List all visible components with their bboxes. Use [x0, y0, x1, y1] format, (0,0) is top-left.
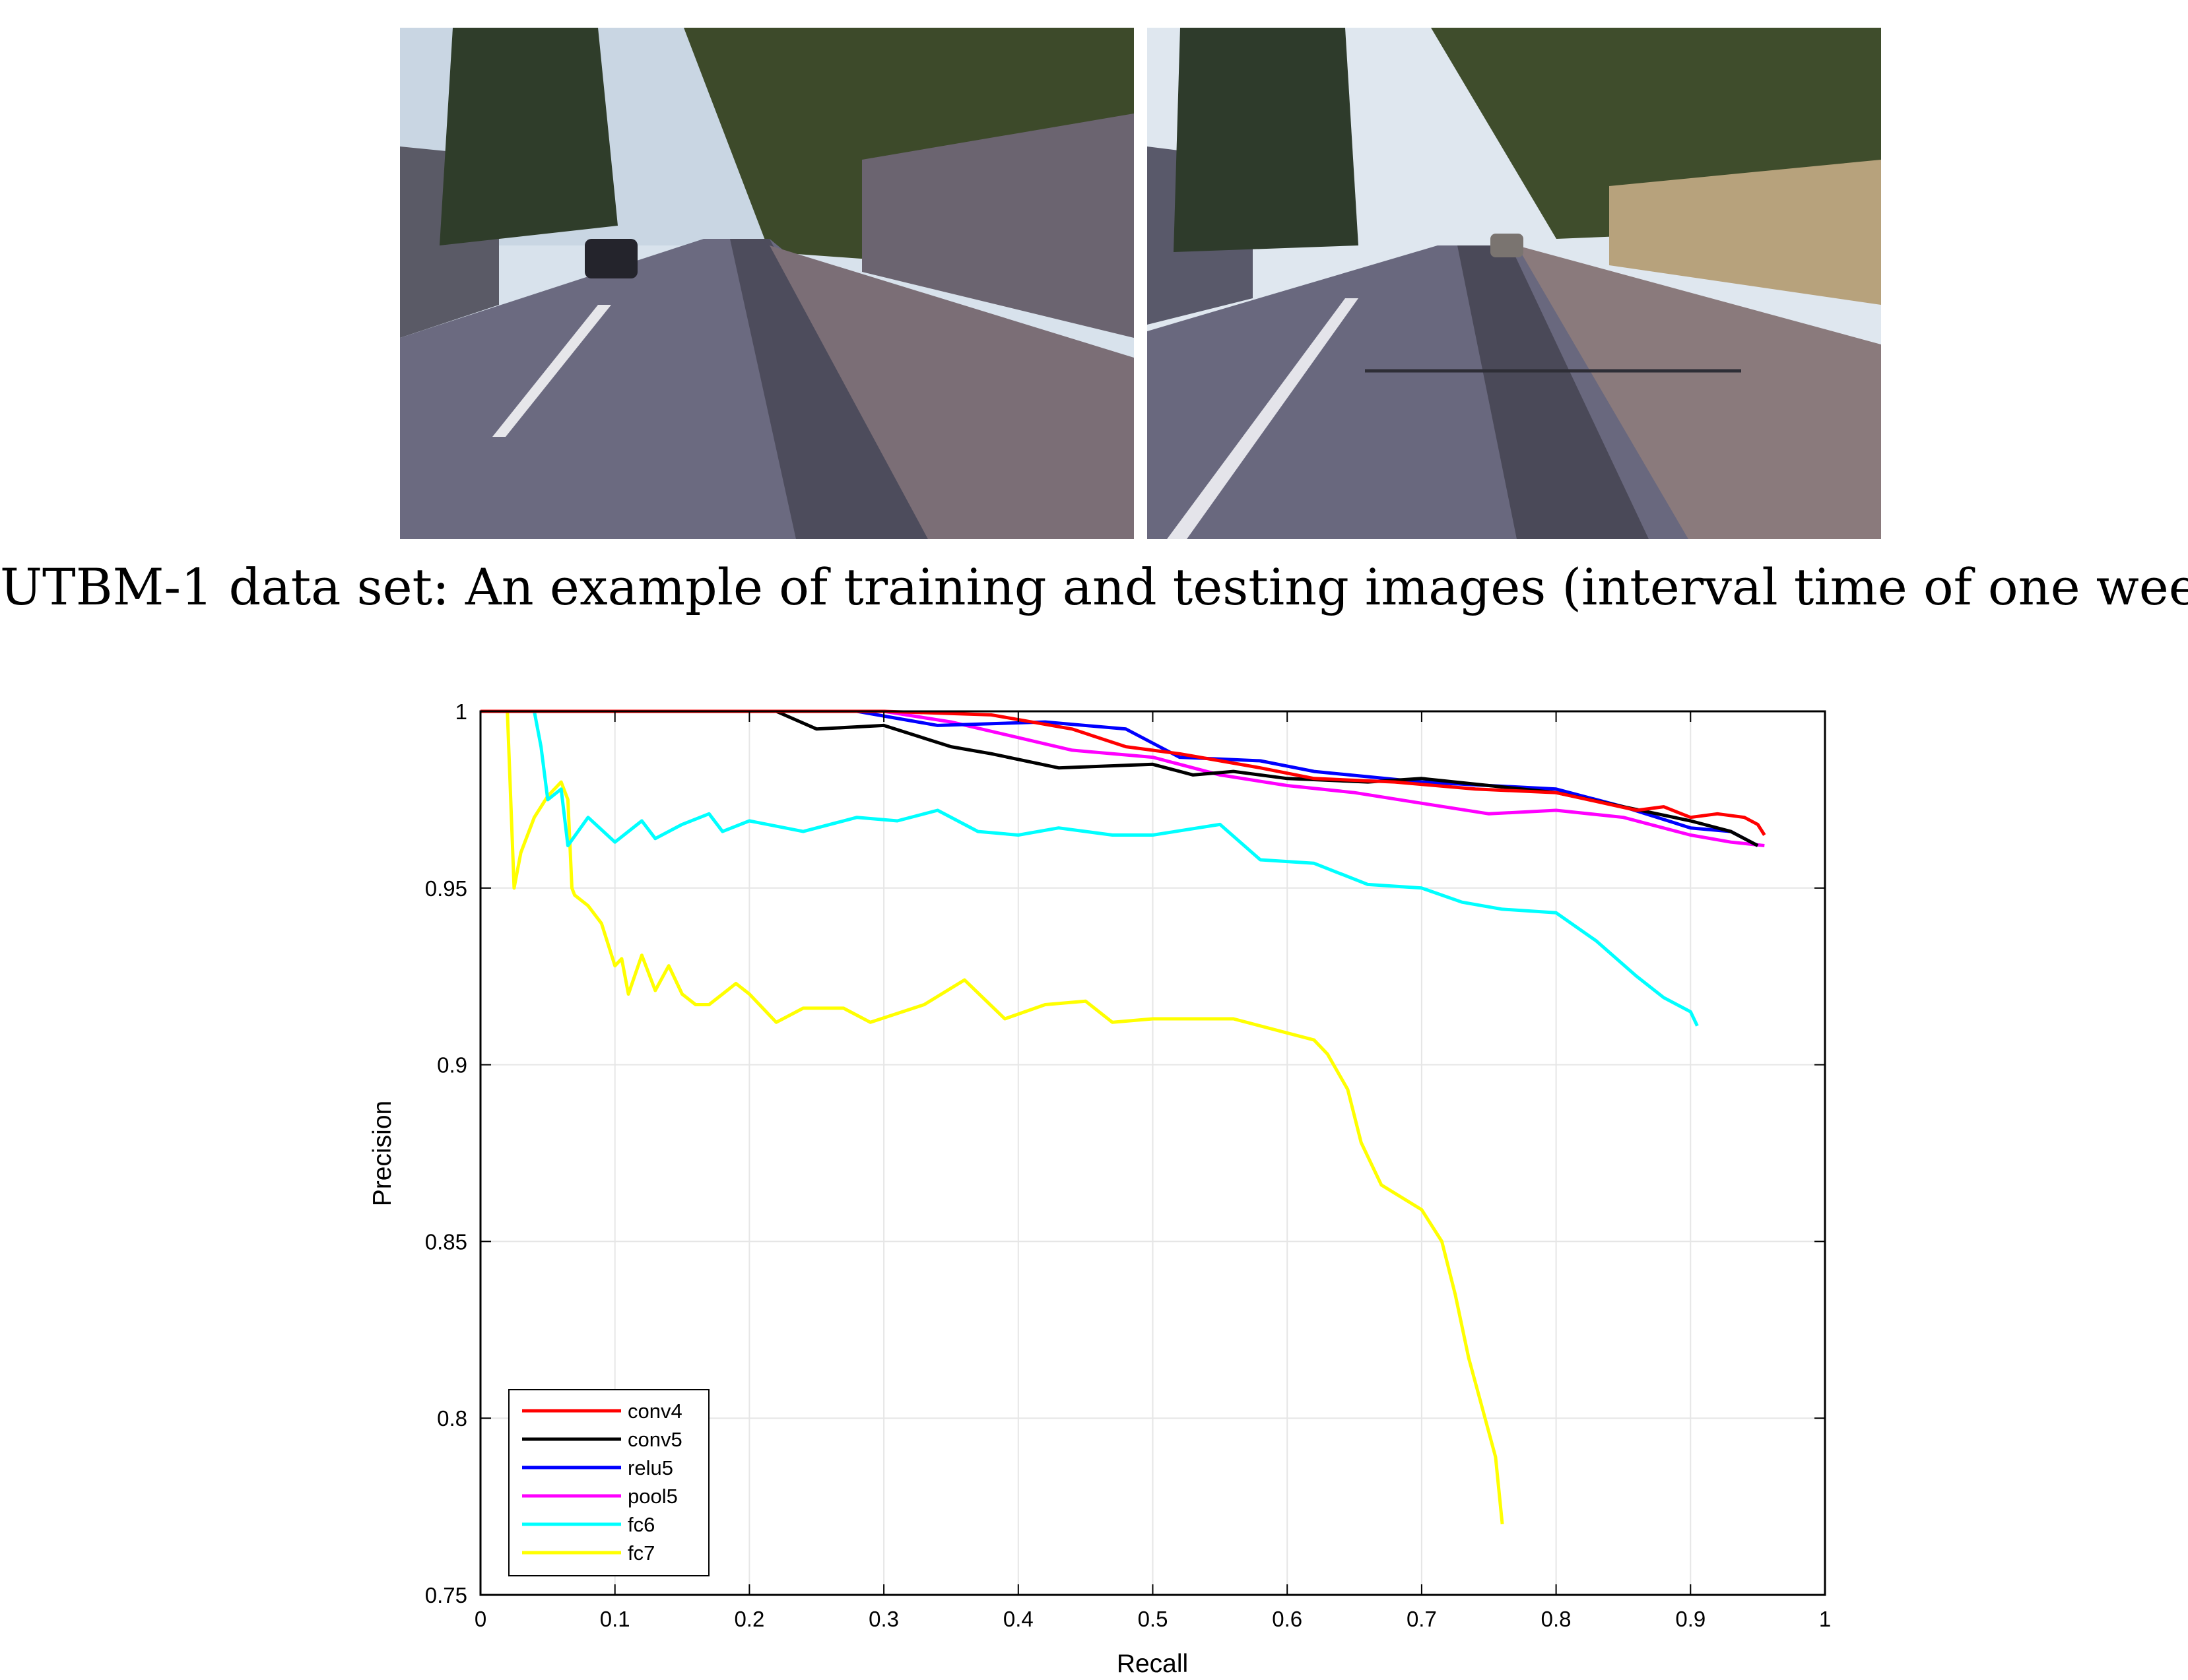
- y-tick-label: 0.85: [425, 1229, 467, 1254]
- axis-ticks: 0 0.1 0.2 0.3 0.4 0.5 0.6 0.7 0.8 0.9 1 0.75 0.8 0.85…: [425, 699, 1831, 1631]
- y-tick-label: 0.95: [425, 876, 467, 901]
- x-tick-label: 0.4: [1003, 1607, 1034, 1631]
- series-line-pool5: [481, 709, 1765, 847]
- legend: conv4 conv5 relu5 pool5 fc6 fc7: [508, 1389, 710, 1576]
- legend-label-conv4: conv4: [628, 1400, 682, 1423]
- legend-label-pool5: pool5: [628, 1485, 678, 1508]
- series-line-conv4: [481, 709, 1766, 836]
- series-line-relu5: [481, 709, 1759, 847]
- x-tick-label: 0.5: [1138, 1607, 1168, 1631]
- x-tick-label: 0.3: [869, 1607, 899, 1631]
- y-tick-label: 1: [455, 699, 467, 724]
- x-tick-label: 0.2: [734, 1607, 764, 1631]
- x-tick-label: 0.8: [1541, 1607, 1572, 1631]
- x-axis-label: Recall: [1117, 1650, 1188, 1678]
- series-line-fc6: [481, 709, 1699, 1027]
- y-tick-label: 0.75: [425, 1583, 467, 1607]
- x-tick-label: 0.9: [1675, 1607, 1706, 1631]
- series-line-fc7: [481, 709, 1504, 1525]
- series-lines: [481, 709, 1766, 1525]
- legend-label-fc6: fc6: [628, 1513, 655, 1536]
- y-tick-label: 0.9: [437, 1053, 467, 1078]
- y-axis-label: Precision: [368, 1101, 397, 1206]
- legend-label-fc7: fc7: [628, 1541, 655, 1565]
- legend-box: [508, 1389, 710, 1576]
- testing-image: [1147, 28, 1881, 539]
- x-tick-label: 0.6: [1272, 1607, 1302, 1631]
- y-tick-label: 0.8: [437, 1406, 467, 1431]
- x-tick-label: 0.7: [1407, 1607, 1437, 1631]
- x-tick-label: 0.1: [600, 1607, 630, 1631]
- figure-caption: UTBM-1 data set: An example of training …: [0, 558, 2188, 616]
- legend-label-relu5: relu5: [628, 1456, 673, 1479]
- x-tick-label: 0: [475, 1607, 486, 1631]
- grid-lines: [481, 711, 1825, 1595]
- training-image: [400, 28, 1134, 539]
- legend-label-conv5: conv5: [628, 1428, 682, 1451]
- x-tick-label: 1: [1819, 1607, 1831, 1631]
